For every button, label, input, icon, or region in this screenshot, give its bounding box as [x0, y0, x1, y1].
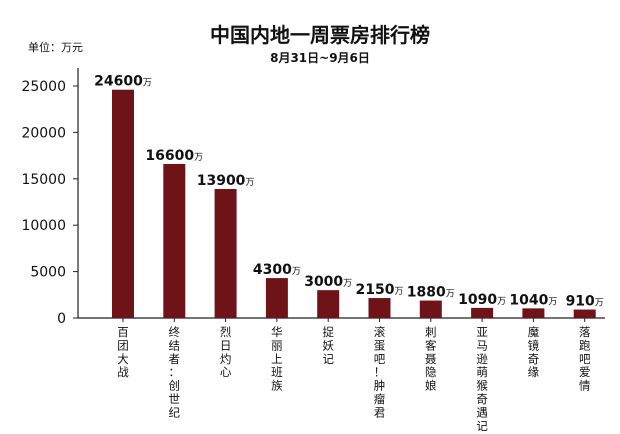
y-tick-label: 25000 — [21, 79, 66, 95]
category-label: 滚蛋吧！肿瘤君 — [374, 325, 386, 419]
chart-title: 中国内地一周票房排行榜 — [210, 23, 430, 47]
category-label: 落跑吧爱情 — [579, 325, 591, 393]
category-label: 魔镜奇缘 — [528, 325, 540, 379]
bar — [522, 308, 545, 318]
bar-value-label: 2150万 — [356, 282, 404, 298]
chart-subtitle: 8月31日~9月6日 — [270, 51, 370, 65]
y-tick-label: 5000 — [30, 265, 66, 281]
bar-value-label: 910万 — [566, 294, 604, 310]
bar-value-label: 16600万 — [145, 148, 203, 164]
category-label: 刺客聂隐娘 — [425, 325, 437, 393]
category-label: 亚马逊萌猴奇遇记 — [476, 325, 488, 433]
bar — [317, 290, 340, 318]
bars — [112, 89, 596, 318]
bar — [214, 189, 237, 318]
y-tick-label: 15000 — [21, 172, 66, 188]
y-axis: 0 5000 10000 15000 20000 25000 — [21, 68, 605, 327]
y-tick-label: 0 — [57, 311, 66, 327]
bar — [573, 309, 596, 318]
category-labels: 百团大战 终结者：创世纪 烈日灼心 华丽上班族 捉妖记 滚蛋吧！肿瘤君 刺客聂隐娘 亚马逊萌猴… — [117, 318, 591, 433]
bar-value-label: 1040万 — [509, 292, 557, 308]
bar-value-label: 24600万 — [94, 74, 152, 90]
y-tick-label: 10000 — [21, 218, 66, 234]
bar — [368, 298, 391, 318]
bar — [471, 307, 494, 318]
bar — [265, 278, 288, 318]
category-label: 终结者：创世纪 — [169, 325, 181, 419]
category-label: 百团大战 — [117, 325, 129, 379]
bar-value-label: 13900万 — [197, 173, 255, 189]
bar-value-label: 1880万 — [407, 285, 455, 301]
bar — [112, 89, 134, 318]
y-tick-label: 20000 — [21, 125, 66, 141]
category-label: 烈日灼心 — [220, 325, 232, 379]
category-label: 华丽上班族 — [271, 325, 283, 393]
unit-label: 单位：万元 — [28, 40, 83, 54]
bar — [163, 163, 186, 318]
bar — [419, 300, 442, 318]
bar-value-label: 4300万 — [253, 262, 301, 278]
bar-value-label: 3000万 — [304, 274, 352, 290]
bar-value-label: 1090万 — [458, 292, 506, 308]
category-label: 捉妖记 — [322, 325, 334, 366]
